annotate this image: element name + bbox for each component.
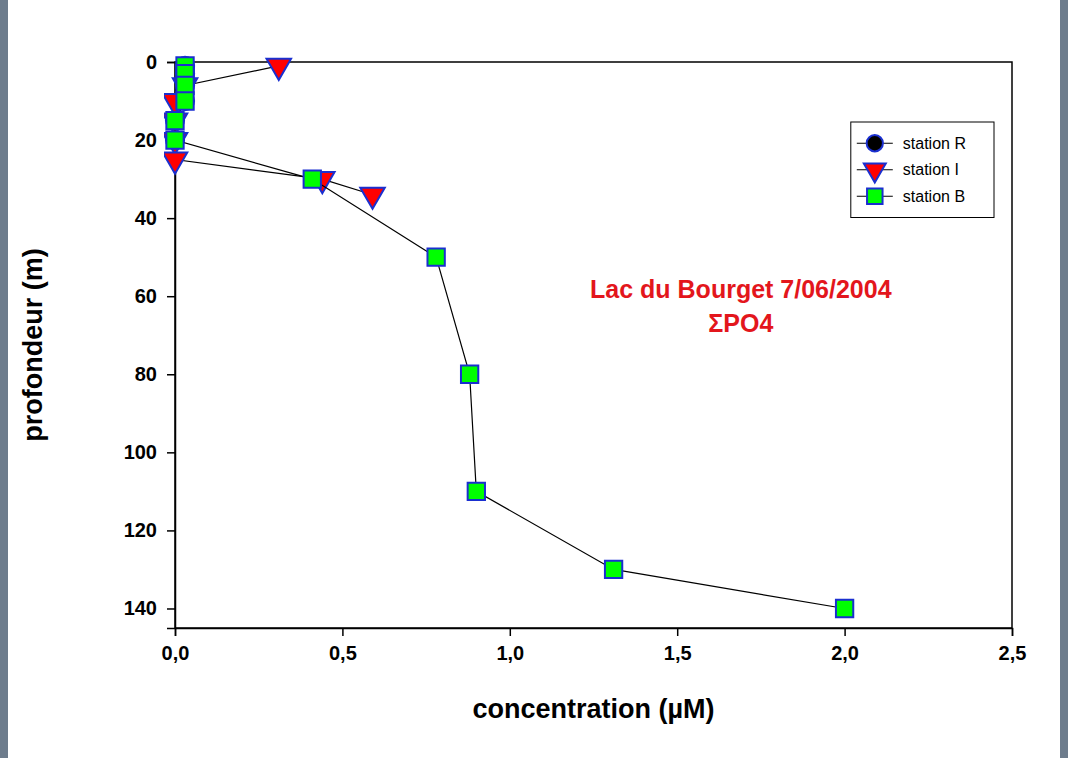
y-tick-label: 40 — [135, 207, 157, 229]
y-tick-label: 0 — [146, 51, 157, 73]
y-tick-mark — [167, 296, 175, 298]
annotations: Lac du Bourget 7/06/2004 ΣPO4 — [590, 275, 892, 337]
legend-marker — [867, 189, 882, 204]
y-tick: 100 — [124, 441, 175, 463]
legend-box — [851, 122, 994, 218]
marker — [836, 600, 853, 617]
marker — [605, 561, 622, 578]
marker — [461, 366, 478, 383]
y-tick-mark — [167, 530, 175, 532]
x-tick: 2,5 — [999, 628, 1027, 664]
y-tick-label: 140 — [124, 597, 157, 619]
legend: station R station I station B — [851, 122, 994, 218]
x-axis-line — [176, 629, 1013, 637]
series-line — [175, 66, 373, 195]
marker — [166, 131, 184, 149]
marker — [427, 249, 444, 266]
x-tick: 0,0 — [162, 628, 190, 664]
series — [164, 59, 385, 209]
marker — [164, 153, 187, 174]
y-tick-mark — [167, 452, 175, 454]
legend-label: station I — [903, 161, 959, 178]
annotation: ΣPO4 — [708, 309, 773, 337]
plot-frame — [175, 62, 1012, 628]
x-tick-mark — [342, 628, 344, 636]
x-tick-mark — [510, 628, 512, 636]
x-axis-title: concentration (µM) — [472, 694, 714, 724]
x-axis: 0,0 0,5 1,0 1,5 2,0 2,5 — [162, 628, 1027, 664]
marker — [166, 112, 183, 129]
marker — [304, 170, 321, 187]
y-tick-mark — [167, 218, 175, 220]
legend-label: station R — [903, 135, 966, 152]
x-tick: 2,0 — [831, 628, 859, 664]
marker — [166, 111, 184, 129]
background — [8, 0, 1060, 758]
legend-marker — [864, 163, 886, 182]
marker — [166, 131, 183, 148]
x-tick: 0,5 — [329, 628, 357, 664]
y-tick: 40 — [135, 207, 175, 229]
y-tick-mark — [167, 374, 175, 376]
y-tick-mark — [167, 608, 175, 610]
annotation: Lac du Bourget 7/06/2004 — [590, 275, 892, 303]
y-tick-label: 100 — [124, 441, 157, 463]
x-tick-mark — [677, 628, 679, 636]
marker — [468, 483, 485, 500]
series-line — [175, 66, 845, 609]
y-tick-mark — [167, 62, 175, 64]
x-tick-label: 2,5 — [999, 642, 1027, 664]
y-tick: 0 — [146, 51, 175, 73]
x-tick-label: 1,0 — [496, 642, 524, 664]
y-tick: 120 — [124, 519, 175, 541]
x-tick-mark — [844, 628, 846, 636]
legend-label: station B — [903, 188, 965, 205]
marker — [176, 92, 193, 109]
x-tick-label: 0,5 — [329, 642, 357, 664]
marker — [267, 59, 292, 80]
marks — [164, 57, 853, 617]
x-tick-label: 2,0 — [831, 642, 859, 664]
y-tick: 60 — [135, 285, 175, 307]
x-tick-mark — [1012, 628, 1014, 636]
marker — [176, 92, 194, 110]
marker — [360, 188, 385, 209]
x-tick-label: 0,0 — [162, 642, 190, 664]
y-tick: 140 — [124, 597, 175, 619]
y-tick-label: 80 — [135, 363, 157, 385]
y-tick-label: 20 — [135, 129, 157, 151]
x-tick: 1,0 — [496, 628, 524, 664]
y-tick-label: 60 — [135, 285, 157, 307]
x-tick: 1,5 — [664, 628, 692, 664]
legend-marker — [867, 135, 883, 151]
series — [166, 57, 853, 617]
plot: 0,0 0,5 1,0 1,5 2,0 2,5 0 20 40 60 80 100 120 140 — [124, 51, 1027, 664]
y-tick-label: 120 — [124, 519, 157, 541]
y-axis-title: profondeur (m) — [18, 248, 48, 441]
y-tick: 80 — [135, 363, 175, 385]
x-tick-label: 1,5 — [664, 642, 692, 664]
chart: 0,0 0,5 1,0 1,5 2,0 2,5 0 20 40 60 80 100 120 140 conc… — [0, 0, 1068, 758]
